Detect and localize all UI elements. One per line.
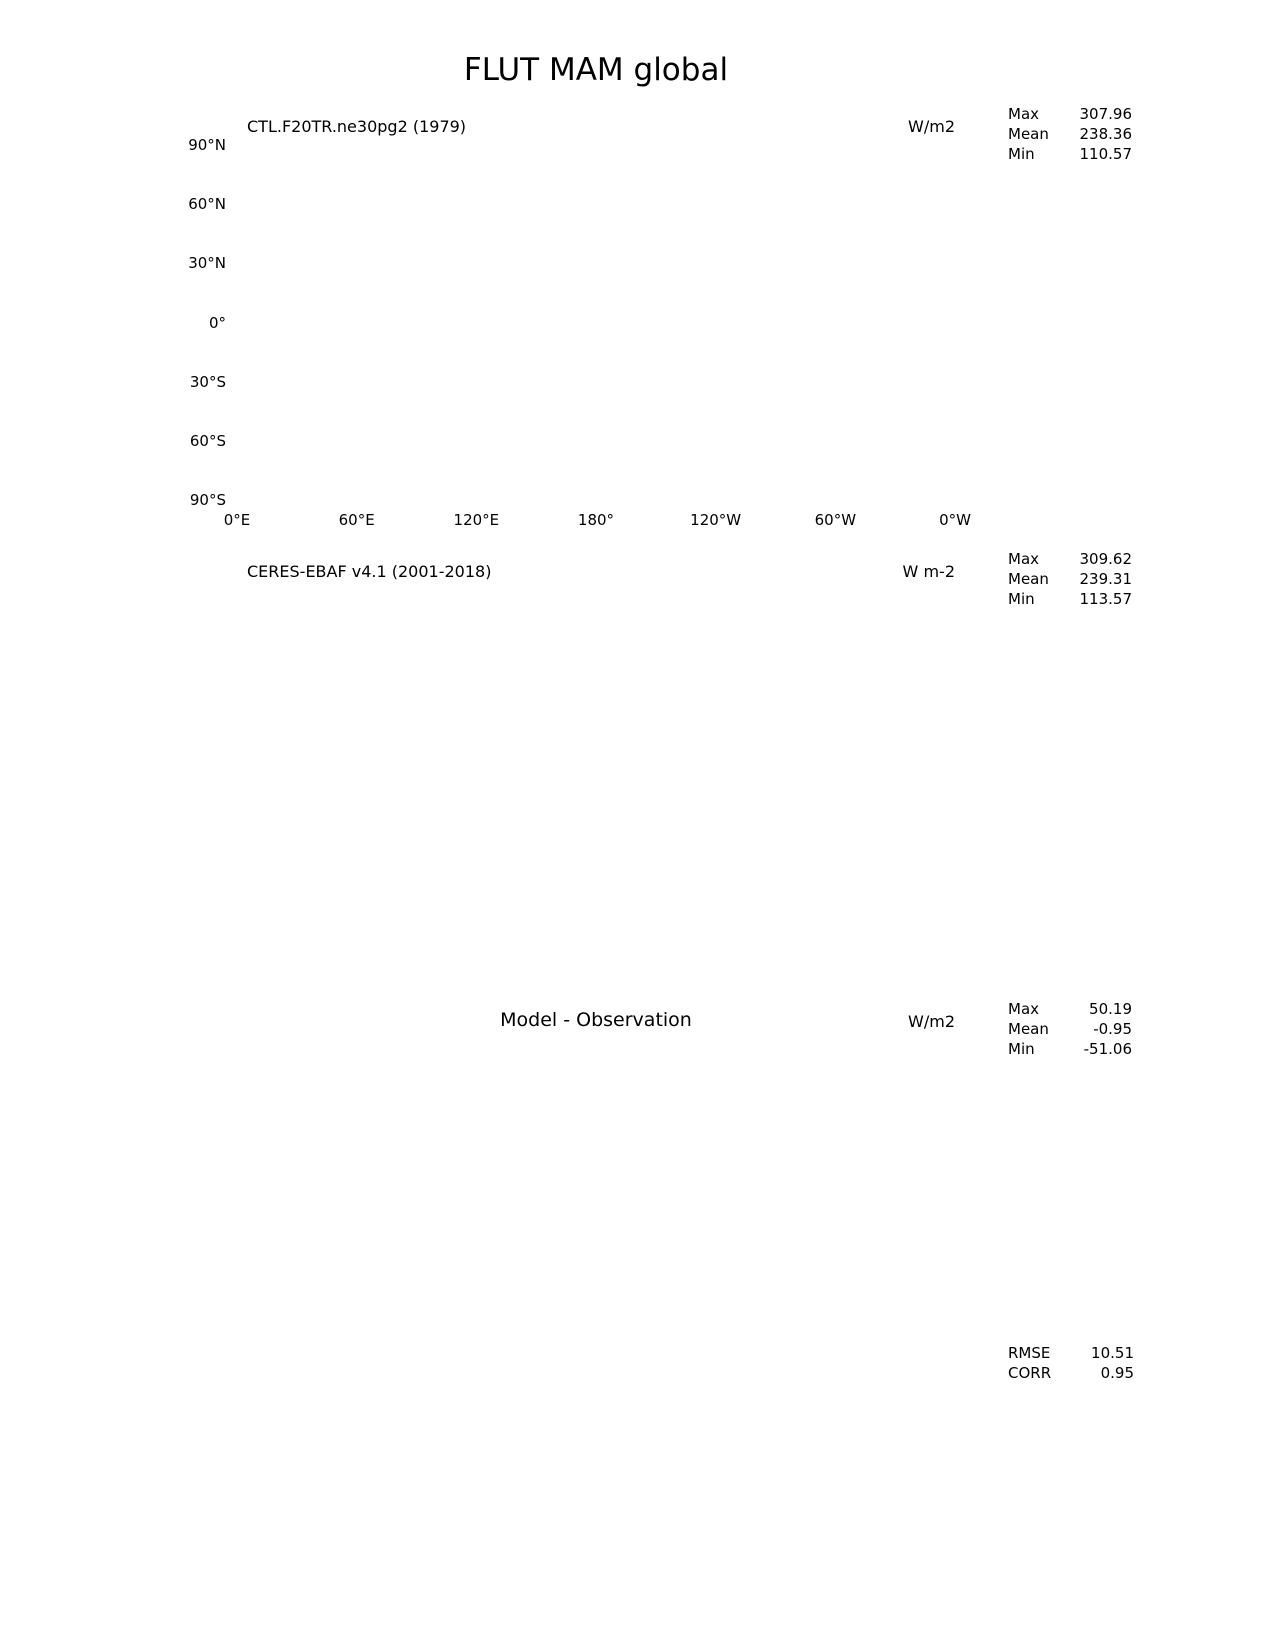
stat-value: 50.19 <box>1089 1000 1132 1018</box>
map-title-difference: Model - Observation <box>500 1009 692 1031</box>
stat-value: -0.95 <box>1093 1020 1132 1038</box>
map-units-difference: W/m2 <box>908 1012 955 1031</box>
lat-axis <box>0 1040 228 1395</box>
stat-label: Max <box>1008 1000 1040 1018</box>
stat-row: CORR 0.95 <box>1008 1363 1134 1383</box>
lon-tick-label: 60°W <box>814 511 857 529</box>
stat-row: Max 307.96 <box>1008 104 1132 124</box>
stat-row: Mean 239.31 <box>1008 569 1132 589</box>
lon-tick-label: 180° <box>577 511 615 529</box>
lat-tick-label: 0° <box>208 313 226 332</box>
stat-label: Max <box>1008 105 1040 123</box>
lat-tick-label: 30°N <box>188 254 226 273</box>
lon-axis <box>237 1401 955 1423</box>
stat-value: -51.06 <box>1083 1040 1132 1058</box>
stat-row: RMSE 10.51 <box>1008 1343 1134 1363</box>
stat-row: Mean -0.95 <box>1008 1019 1132 1039</box>
stat-value: 0.95 <box>1100 1364 1134 1382</box>
stat-value: 113.57 <box>1079 590 1133 608</box>
lon-axis <box>237 951 955 973</box>
map-title-observation: CERES-EBAF v4.1 (2001-2018) <box>247 562 492 581</box>
stats-block-difference: Max 50.19 Mean -0.95 Min -51.06 <box>1008 999 1132 1059</box>
skill-stats-block: RMSE 10.51 CORR 0.95 <box>1008 1343 1134 1383</box>
stat-label: RMSE <box>1008 1344 1051 1362</box>
colorbar-observation <box>1010 640 1110 902</box>
map-units-model: W/m2 <box>908 117 955 136</box>
lon-tick-label: 0°W <box>939 511 971 529</box>
stat-row: Max 50.19 <box>1008 999 1132 1019</box>
figure-title: FLUT MAM global <box>463 52 729 88</box>
lat-tick-label: 90°S <box>189 491 226 509</box>
lat-tick-label: 60°N <box>188 195 226 214</box>
stat-value: 239.31 <box>1079 570 1133 588</box>
stat-label: Min <box>1008 1040 1035 1058</box>
stat-value: 307.96 <box>1079 105 1133 123</box>
map-difference <box>237 1040 955 1395</box>
map-observation <box>237 590 955 945</box>
stat-label: Min <box>1008 590 1035 608</box>
stat-label: Mean <box>1008 125 1049 143</box>
stat-value: 238.36 <box>1079 125 1133 143</box>
map-title-model: CTL.F20TR.ne30pg2 (1979) <box>247 117 467 136</box>
stat-label: Mean <box>1008 570 1049 588</box>
stat-label: Min <box>1008 145 1035 163</box>
stat-value: 110.57 <box>1079 145 1133 163</box>
stat-label: Max <box>1008 550 1040 568</box>
lon-tick-label: 60°E <box>338 511 375 529</box>
stat-label: Mean <box>1008 1020 1049 1038</box>
stat-row: Mean 238.36 <box>1008 124 1132 144</box>
colorbar-difference <box>1010 1080 1110 1342</box>
lon-tick-label: 0°E <box>223 511 251 529</box>
stat-label: CORR <box>1008 1364 1052 1382</box>
lat-tick-label: 30°S <box>189 372 226 391</box>
panel-difference: Model - Observation W/m2 Max 50.19 Mean -0… <box>0 995 1275 1465</box>
stat-row: Min 113.57 <box>1008 589 1132 609</box>
lat-axis: 90°N 60°N 30°N 0° 30°S 60°S 90°S <box>0 136 228 509</box>
lon-tick-label: 120°E <box>453 511 500 529</box>
map-units-observation: W m-2 <box>902 562 955 581</box>
stat-value: 10.51 <box>1091 1344 1134 1362</box>
map-model <box>237 145 955 500</box>
stat-value: 309.62 <box>1079 550 1133 568</box>
lat-axis <box>0 590 228 945</box>
panel-observation: CERES-EBAF v4.1 (2001-2018) W m-2 Max 309… <box>0 545 1275 1015</box>
stat-row: Min -51.06 <box>1008 1039 1132 1059</box>
stats-block-observation: Max 309.62 Mean 239.31 Min 113.57 <box>1008 549 1132 609</box>
stat-row: Min 110.57 <box>1008 144 1132 164</box>
lon-axis: 0°E 60°E 120°E 180° 120°W 60°W 0°W <box>224 506 971 529</box>
colorbar-model <box>1010 195 1110 457</box>
stat-row: Max 309.62 <box>1008 549 1132 569</box>
lon-tick-label: 120°W <box>690 511 742 529</box>
lat-tick-label: 60°S <box>189 431 226 450</box>
panel-model: CTL.F20TR.ne30pg2 (1979) W/m2 Max 307.96 … <box>0 100 1275 570</box>
lat-tick-label: 90°N <box>188 136 226 154</box>
stats-block-model: Max 307.96 Mean 238.36 Min 110.57 <box>1008 104 1132 164</box>
